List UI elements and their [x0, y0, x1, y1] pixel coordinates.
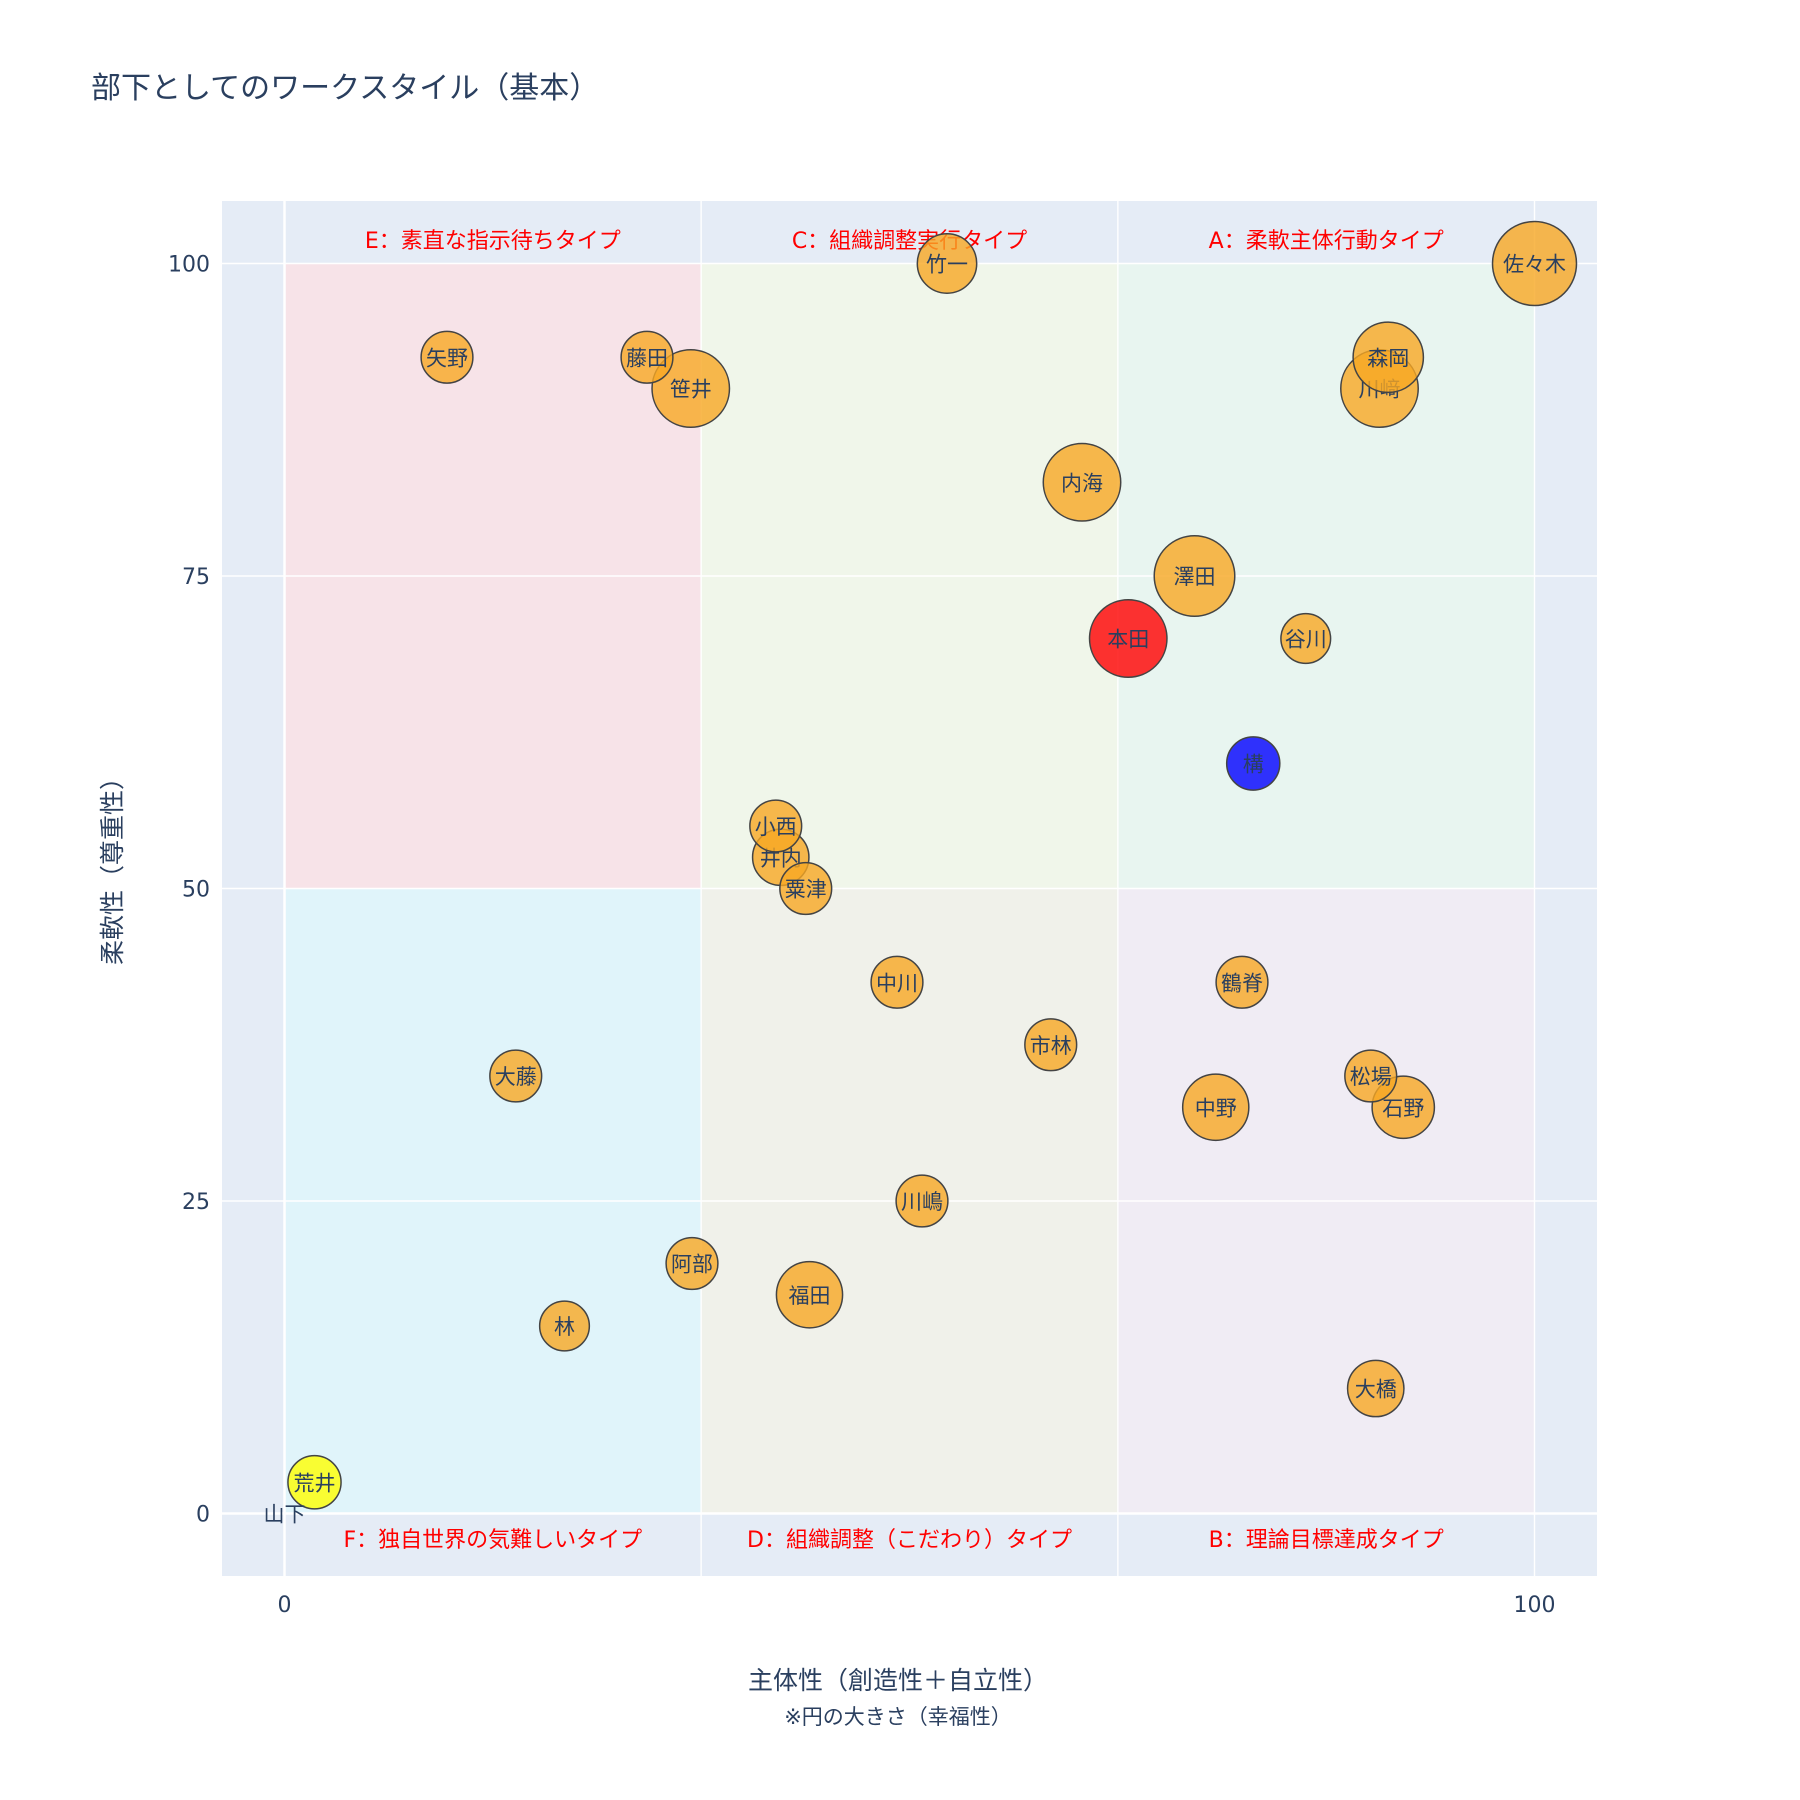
bubble-point[interactable]	[1352, 321, 1425, 394]
y-tick-label: 50	[182, 878, 210, 903]
point-label: 竹一	[926, 253, 968, 277]
bubble-point[interactable]	[1225, 736, 1281, 791]
point-label: 荒井	[294, 1471, 336, 1495]
quadrant-labels: E：素直な指示待ちタイプ C：組織調整実行タイプ A：柔軟主体行動タイプ F：独自世界…	[343, 229, 1443, 1553]
bubble-point[interactable]	[489, 1049, 543, 1103]
quadrant-label-1: C：組織調整実行タイプ	[792, 229, 1027, 254]
point-label: 矢野	[426, 346, 468, 370]
point-label: 澤田	[1174, 565, 1216, 589]
quadrant-label-0: E：素直な指示待ちタイプ	[365, 229, 621, 254]
point-label: 内海	[1061, 471, 1103, 495]
bubble-point[interactable]	[1088, 599, 1168, 678]
bubble-point[interactable]	[420, 330, 474, 384]
bubble-point[interactable]	[1153, 534, 1236, 618]
bubble-point[interactable]	[1491, 220, 1578, 307]
bubble-point[interactable]	[895, 1174, 949, 1228]
bubble-point[interactable]	[1280, 612, 1332, 665]
y-tick-label: 100	[168, 253, 210, 278]
bubble-point[interactable]	[1215, 955, 1269, 1009]
point-label: 福田	[789, 1284, 831, 1308]
data-points: 佐々木澤田川﨑笹井内海本田森岡中野福田石野竹一井内大橋構荒井矢野藤田小西粟津中川…	[264, 220, 1578, 1527]
point-label: 粟津	[785, 878, 827, 902]
y-tick-label: 0	[196, 1503, 210, 1528]
x-axis-note: ※円の大きさ（幸福性）	[784, 1705, 1012, 1729]
point-label: 本田	[1107, 628, 1149, 652]
bubble-point[interactable]	[779, 861, 833, 916]
point-label: 構	[1243, 753, 1264, 777]
y-tick-label: 75	[182, 565, 210, 590]
chart-title: 部下としてのワークスタイル（基本）	[91, 71, 599, 106]
quadrant-label-4: D：組織調整（こだわり）タイプ	[747, 1528, 1072, 1553]
gridlines	[222, 201, 1597, 1576]
point-label: 森岡	[1367, 346, 1409, 370]
bubble-point[interactable]	[1042, 442, 1122, 522]
bubble-point[interactable]	[749, 799, 803, 853]
quadrant-label-5: B：理論目標達成タイプ	[1209, 1528, 1444, 1553]
point-label: 中川	[876, 971, 918, 995]
bubble-point[interactable]	[775, 1260, 844, 1329]
bubble-point[interactable]	[651, 349, 731, 428]
point-label: 小西	[755, 815, 797, 839]
quadrant-label-2: A：柔軟主体行動タイプ	[1209, 229, 1444, 254]
point-label: 松場	[1350, 1065, 1392, 1089]
bubble-point[interactable]	[916, 233, 978, 294]
bubble-point[interactable]	[870, 955, 924, 1009]
bubble-point[interactable]	[620, 330, 674, 384]
y-tick-label: 25	[182, 1190, 210, 1215]
point-label: 谷川	[1285, 628, 1327, 652]
point-label: 大橋	[1355, 1378, 1397, 1402]
point-label: 藤田	[626, 346, 668, 370]
axis-ticks: 0 25 50 75 100 0 100	[168, 253, 1556, 1619]
y-axis-title: 柔軟性（尊重性）	[98, 765, 127, 965]
point-label: 阿部	[671, 1253, 713, 1277]
point-label: 鶴脊	[1221, 971, 1263, 995]
bubble-point[interactable]	[1344, 1049, 1398, 1103]
point-label: 林	[554, 1315, 575, 1339]
point-label: 大藤	[495, 1065, 537, 1089]
point-label: 笹井	[670, 378, 712, 402]
point-label: 中野	[1195, 1096, 1237, 1120]
x-axis-title: 主体性（創造性＋自立性）	[748, 1666, 1048, 1695]
point-label: 石野	[1382, 1096, 1424, 1120]
bubble-point[interactable]	[538, 1300, 591, 1352]
bubble-point[interactable]	[1346, 1359, 1405, 1418]
point-label: 川嶋	[901, 1190, 943, 1214]
point-label: 佐々木	[1503, 253, 1566, 277]
x-tick-label: 100	[1514, 1593, 1556, 1618]
bubble-point[interactable]	[1181, 1073, 1250, 1142]
bubble-point[interactable]	[665, 1236, 719, 1291]
bubble-point[interactable]	[1024, 1018, 1078, 1072]
x-tick-label: 0	[278, 1593, 292, 1618]
point-label: 市林	[1030, 1034, 1072, 1058]
bubble-point[interactable]	[287, 1454, 342, 1510]
point-label: 山下	[264, 1503, 306, 1527]
quadrant-label-3: F：独自世界の気難しいタイプ	[343, 1528, 642, 1553]
